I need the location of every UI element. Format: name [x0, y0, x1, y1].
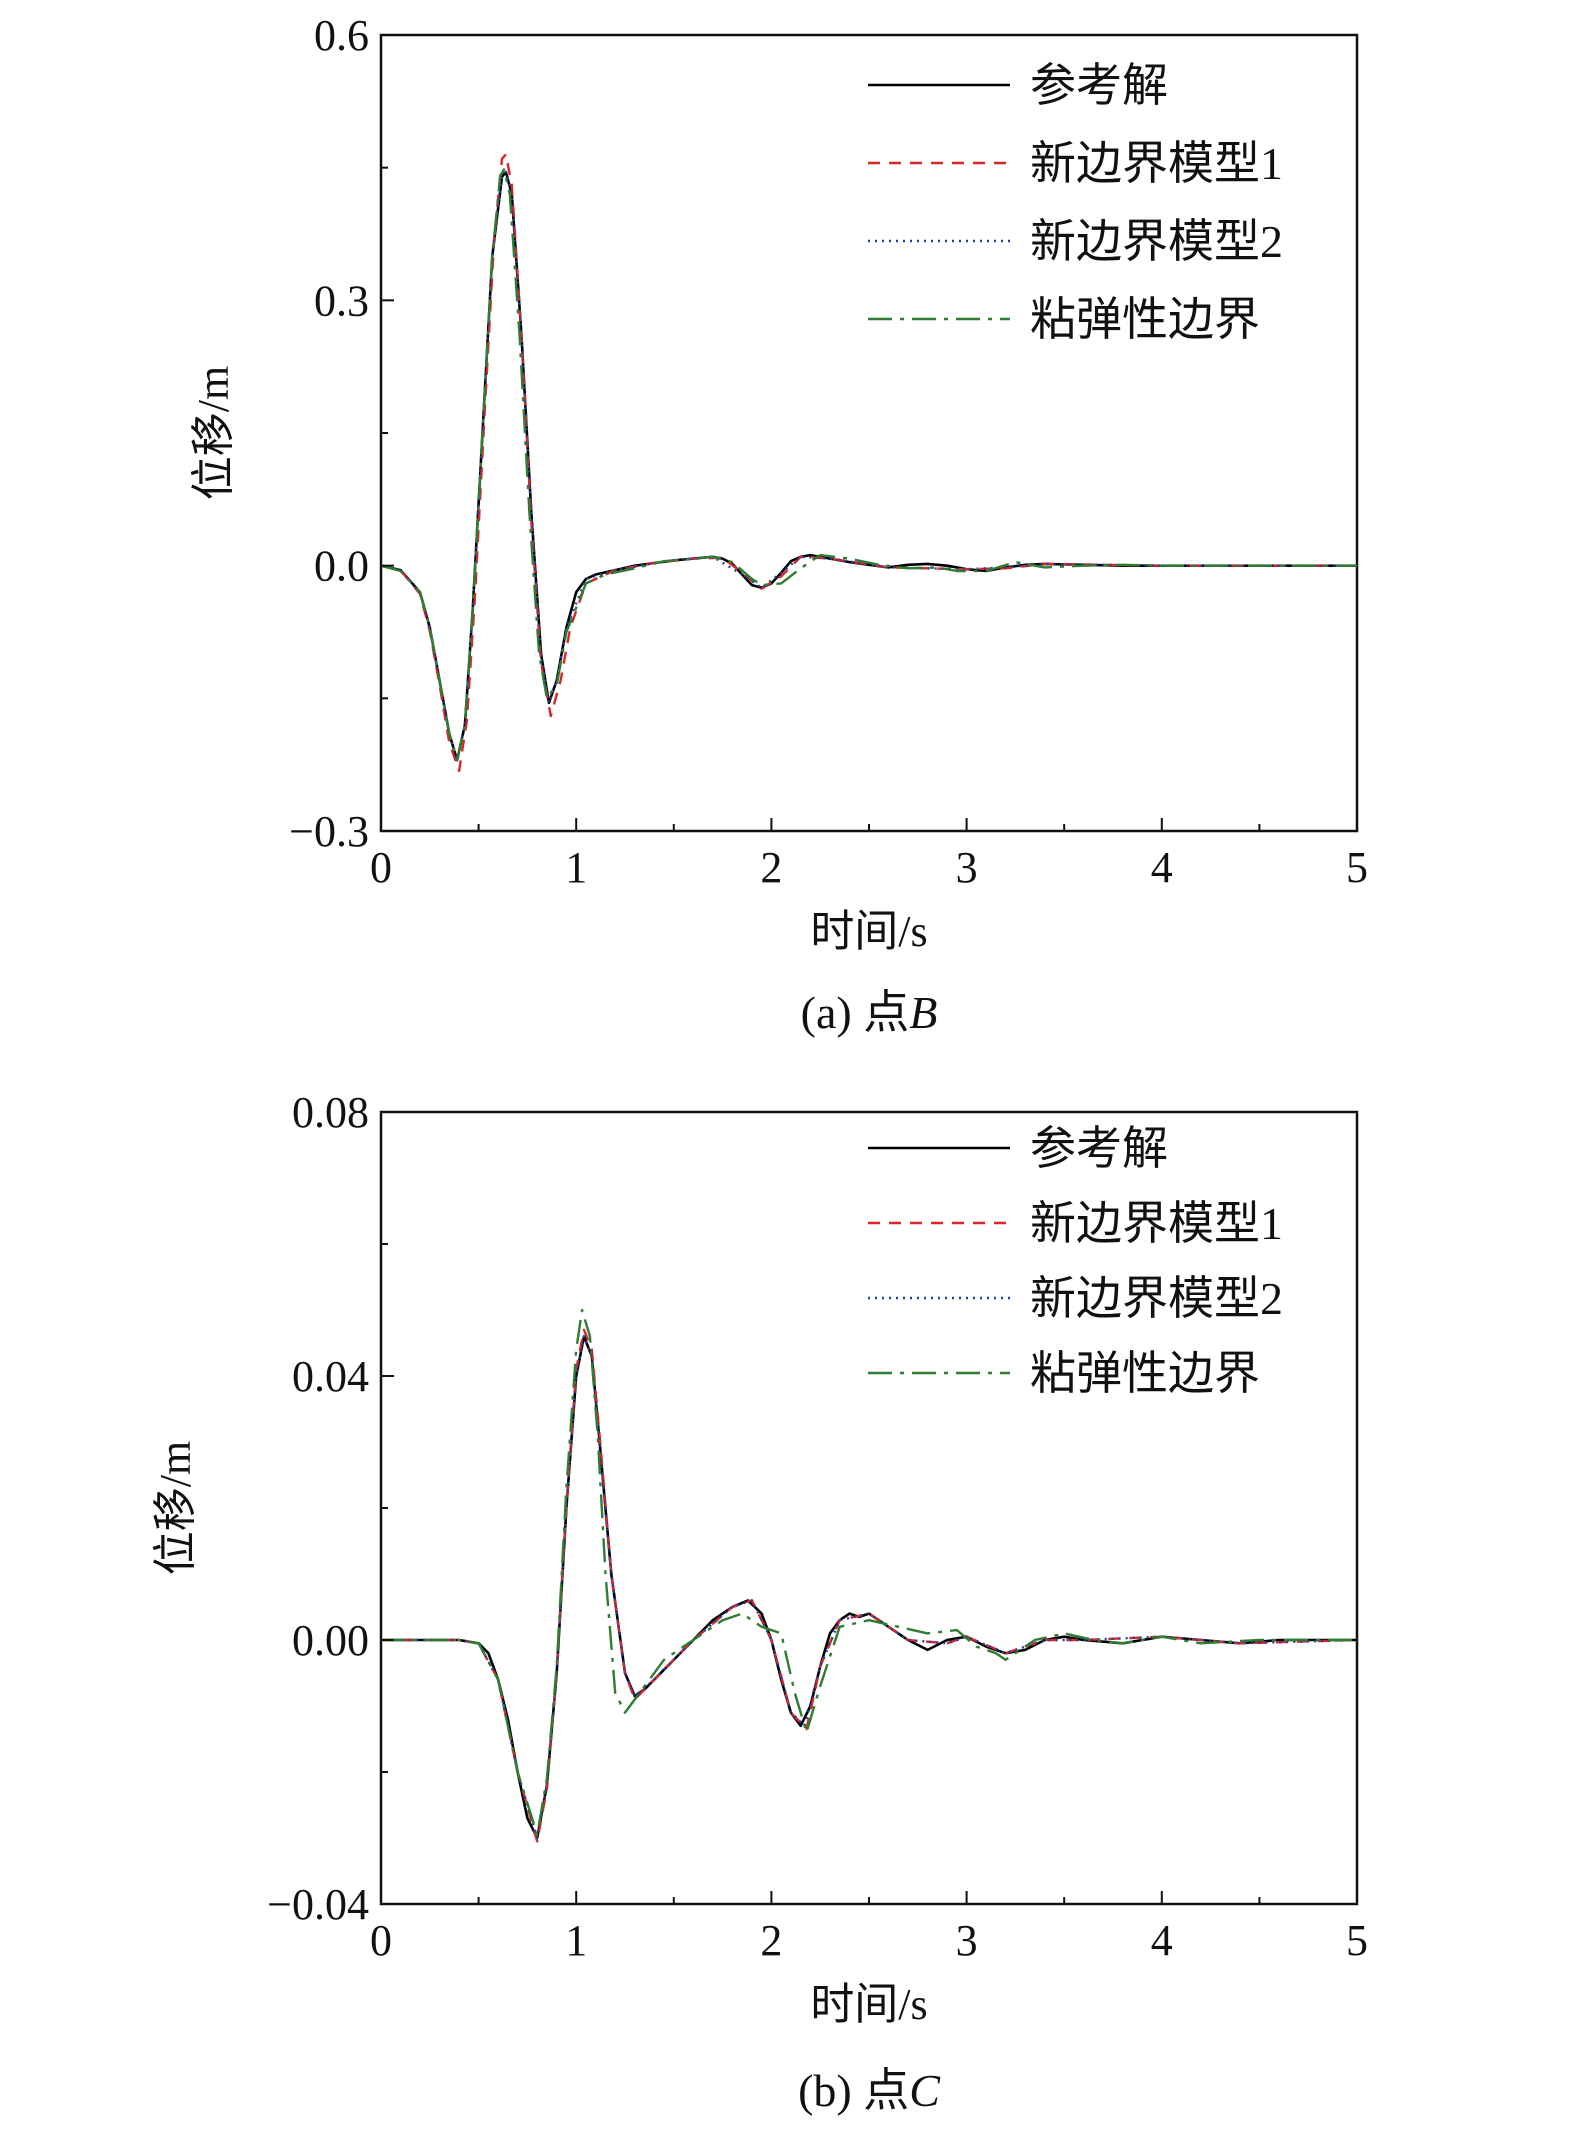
x-axis-label: 时间/s: [810, 907, 927, 956]
x-tick-label: 0: [370, 1916, 392, 1965]
y-tick-label: 0.08: [292, 1088, 369, 1137]
panel-caption: (a) 点B: [801, 987, 938, 1038]
y-axis-label: 位移/m: [189, 366, 238, 500]
x-tick-label: 5: [1346, 1916, 1368, 1965]
panel-caption-text: (a) 点: [801, 987, 910, 1038]
x-tick-label: 4: [1151, 1916, 1173, 1965]
y-tick-label: 0.00: [292, 1616, 369, 1665]
tick-layer: 0 1 2 3 4 5 −0.04 0.00 0.04 0.08: [267, 1088, 1368, 1965]
legend-label: 新边界模型1: [1030, 1198, 1283, 1249]
legend-label: 新边界模型2: [1030, 1273, 1283, 1324]
y-axis-label: 位移/m: [151, 1441, 200, 1575]
y-tick-label: 0.3: [314, 276, 369, 325]
series-line-1: [381, 1335, 1357, 1840]
x-tick-label: 3: [956, 1916, 978, 1965]
legend-label: 粘弹性边界: [1030, 294, 1260, 345]
x-tick-label: 2: [760, 1916, 782, 1965]
x-axis-label: 时间/s: [810, 1980, 927, 2029]
panel-caption-text: (b) 点: [798, 2065, 909, 2116]
legend-label: 参考解: [1030, 1123, 1168, 1174]
y-tick-label: 0.04: [292, 1352, 369, 1401]
legend-label: 新边界模型2: [1030, 216, 1283, 267]
x-tick-label: 2: [760, 843, 782, 892]
x-tick-label: 3: [956, 843, 978, 892]
series-layer: [380, 153, 1357, 773]
x-tick-label: 4: [1151, 843, 1173, 892]
tick-layer: 0 1 2 3 4 5 −0.3 0.0 0.3 0.6: [289, 11, 1368, 892]
panel-caption: (b) 点C: [798, 2065, 941, 2116]
y-tick-label: 0.0: [314, 542, 369, 591]
legend-label: 参考解: [1030, 60, 1168, 111]
series-line-4: [380, 168, 1357, 762]
y-tick-label: −0.04: [267, 1880, 369, 1929]
panel-caption-point: B: [909, 987, 937, 1038]
x-tick-label: 0: [370, 843, 392, 892]
chart-panel-a: 0 1 2 3 4 5 −0.3 0.0 0.3 0.6 位移/m 时间/s (a) 点B 参考解…: [189, 11, 1368, 1038]
series-line-3: [381, 1335, 1358, 1840]
chart-panel-b: 0 1 2 3 4 5 −0.04 0.00 0.04 0.08 位移/m 时间/s (b) 点C…: [151, 1088, 1368, 2116]
legend-label: 粘弹性边界: [1030, 1348, 1260, 1399]
y-tick-label: 0.6: [314, 11, 369, 60]
series-line-2: [380, 153, 1357, 773]
x-tick-label: 1: [565, 1916, 587, 1965]
x-tick-label: 1: [565, 843, 587, 892]
y-tick-label: −0.3: [289, 807, 369, 856]
series-layer: [381, 1308, 1358, 1843]
panel-caption-point: C: [909, 2065, 941, 2116]
legend-label: 新边界模型1: [1030, 138, 1283, 189]
x-tick-label: 5: [1346, 843, 1368, 892]
series-line-4: [381, 1308, 1357, 1836]
series-line-2: [381, 1328, 1358, 1843]
